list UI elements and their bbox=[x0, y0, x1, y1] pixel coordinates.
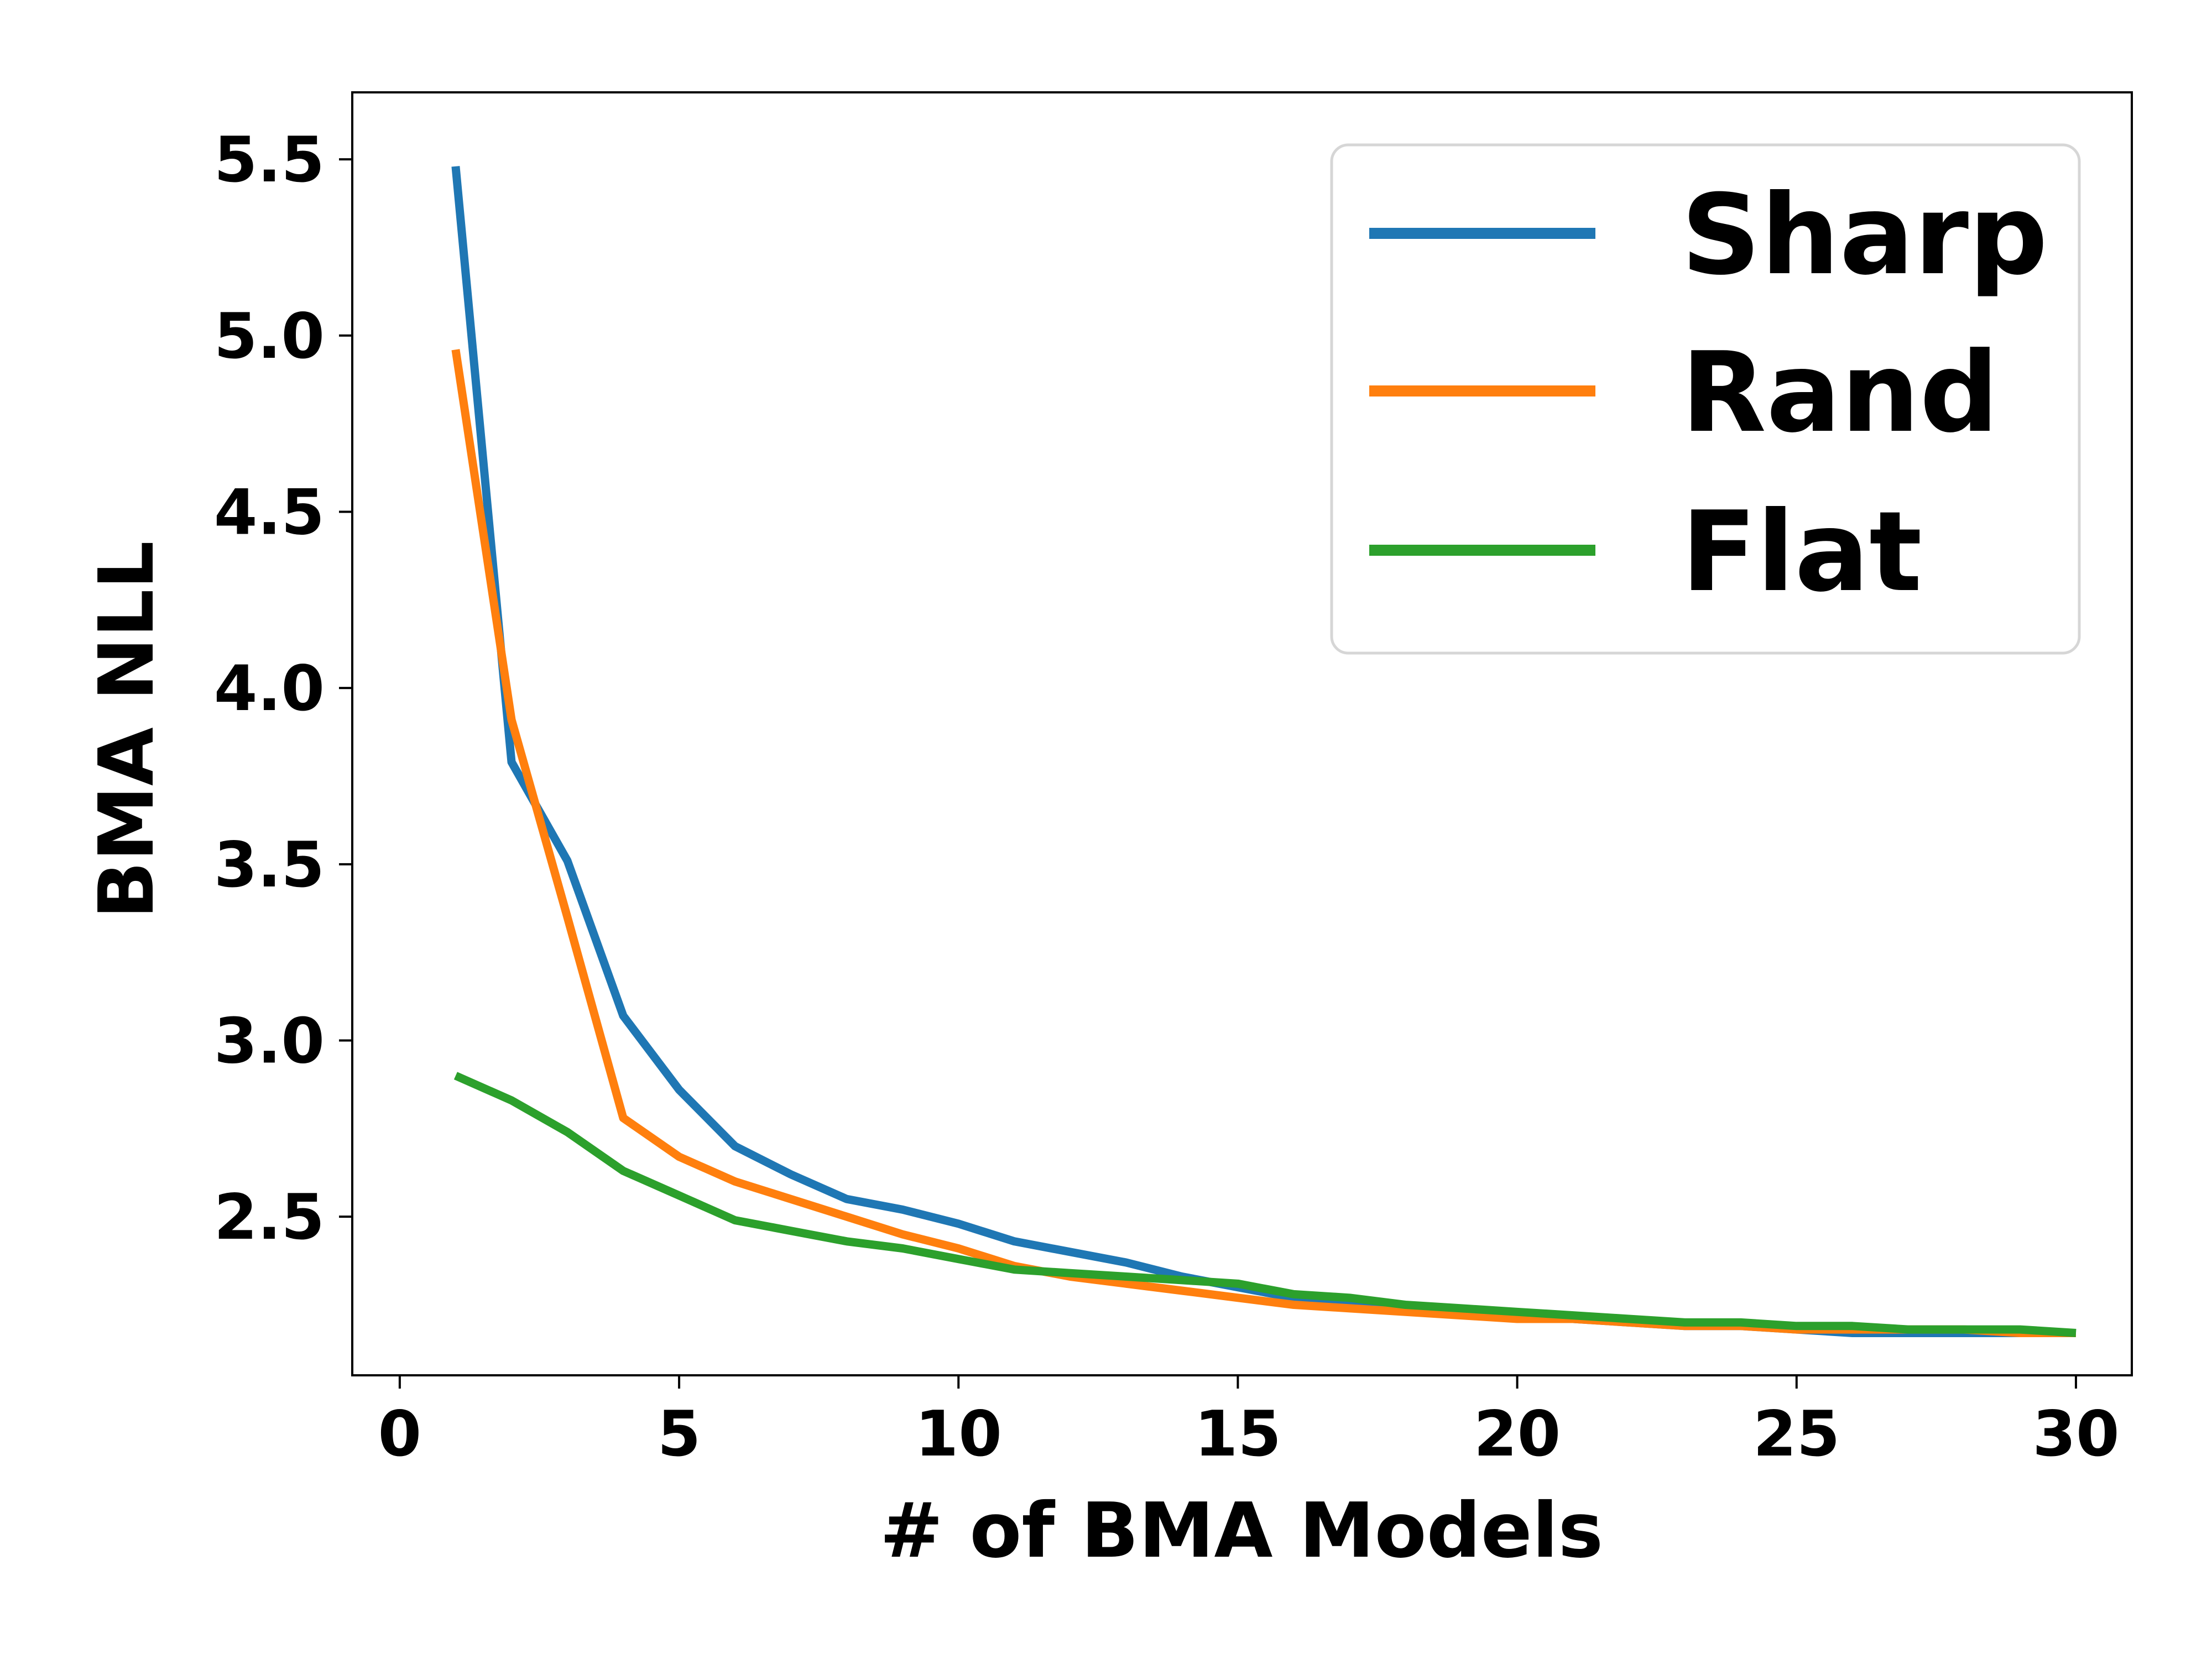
y-tick-label: 5.0 bbox=[214, 300, 325, 373]
legend-box bbox=[1330, 143, 2081, 655]
plot-area bbox=[451, 166, 2077, 1337]
y-axis-title: BMA NLL bbox=[83, 541, 171, 919]
axes: 0 5 10 15 20 25 30 2.5 3.0 3.5 4.0 4.5 5.0 5.5 bbox=[214, 91, 2133, 1470]
y-tick-label: 3.5 bbox=[214, 828, 325, 901]
x-tick-label: 10 bbox=[915, 1397, 1002, 1470]
y-tick-label: 2.5 bbox=[214, 1181, 325, 1254]
legend: Sharp Rand Flat bbox=[1330, 143, 2081, 655]
y-tick-label: 5.5 bbox=[214, 123, 325, 196]
x-tick-label: 5 bbox=[658, 1397, 701, 1470]
y-tick-label: 4.5 bbox=[214, 476, 325, 549]
series-line-flat bbox=[453, 1072, 2077, 1337]
y-tick-label: 4.0 bbox=[214, 652, 325, 725]
y-tick-label: 3.0 bbox=[214, 1005, 325, 1078]
x-axis-title: # of BMA Models bbox=[880, 1487, 1603, 1575]
x-tick-label: 30 bbox=[2032, 1397, 2119, 1470]
x-tick-label: 20 bbox=[1474, 1397, 1561, 1470]
legend-label-sharp: Sharp bbox=[1681, 171, 2048, 300]
legend-label-flat: Flat bbox=[1681, 488, 1922, 617]
axes-frame bbox=[351, 91, 2133, 1376]
x-tick-label: 0 bbox=[378, 1397, 422, 1470]
x-tick-label: 25 bbox=[1753, 1397, 1840, 1470]
legend-label-rand: Rand bbox=[1681, 328, 1999, 457]
x-tick-label: 15 bbox=[1194, 1397, 1281, 1470]
